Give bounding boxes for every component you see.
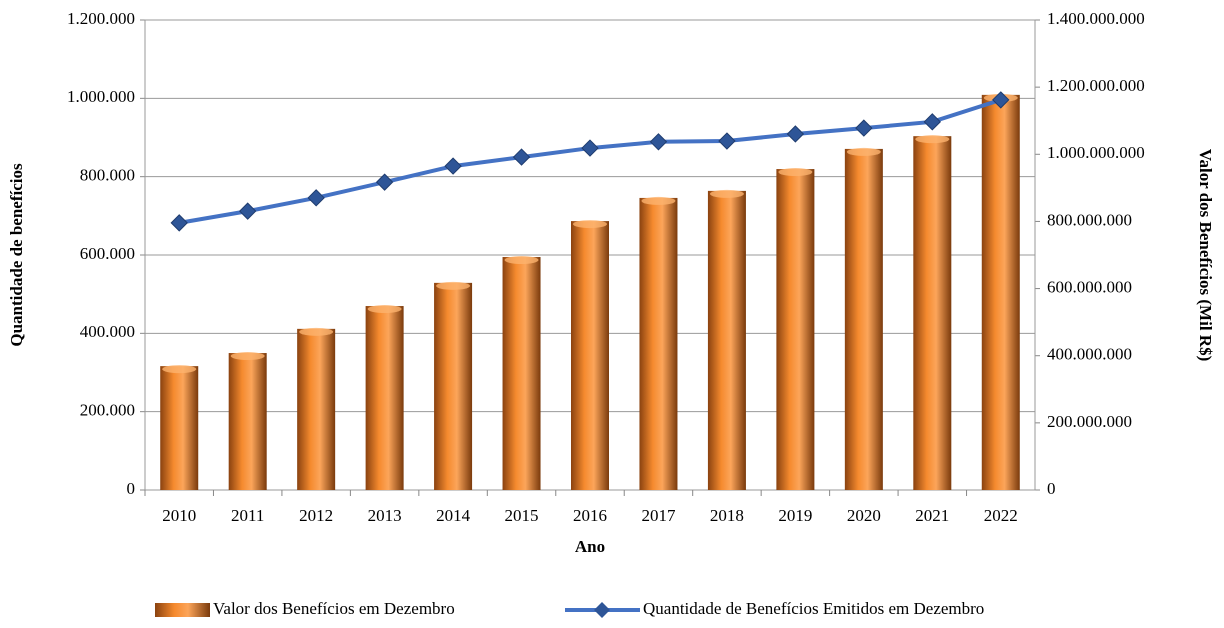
- y-axis-title: Quantidade de benefícios: [7, 163, 26, 347]
- x-tick-label: 2015: [505, 506, 539, 525]
- x-axis-title: Ano: [575, 537, 605, 556]
- y2-tick-label: 1.200.000.000: [1047, 76, 1145, 95]
- bar: [707, 190, 746, 490]
- bar-cap: [299, 327, 334, 336]
- bar-cap: [504, 256, 539, 265]
- bar-cap: [367, 305, 402, 314]
- y-tick-label: 1.000.000: [67, 87, 135, 106]
- marker: [992, 91, 1010, 109]
- bar-cap: [436, 281, 471, 290]
- y-tick-label: 200.000: [80, 401, 135, 420]
- bar-cap: [641, 196, 676, 205]
- legend-swatch: [155, 603, 210, 617]
- marker: [649, 133, 668, 151]
- marker: [923, 113, 942, 131]
- bar: [502, 257, 541, 490]
- legend-label: Quantidade de Benefícios Emitidos em Dez…: [643, 599, 984, 618]
- bar: [365, 306, 404, 490]
- legend-label: Valor dos Benefícios em Dezembro: [213, 599, 455, 618]
- x-tick-label: 2016: [573, 506, 607, 525]
- marker: [786, 125, 805, 143]
- x-tick-label: 2014: [436, 506, 471, 525]
- marker: [718, 132, 736, 150]
- marker: [512, 148, 531, 166]
- marker: [307, 189, 325, 207]
- x-tick-label: 2013: [368, 506, 402, 525]
- y2-tick-label: 1.400.000.000: [1047, 9, 1145, 28]
- y-tick-label: 0: [127, 479, 136, 498]
- bar: [297, 328, 336, 490]
- x-tick-label: 2018: [710, 506, 744, 525]
- bar-cap: [230, 352, 265, 361]
- bar-cap: [778, 168, 813, 177]
- y-tick-label: 400.000: [80, 322, 135, 341]
- marker: [170, 214, 188, 232]
- x-tick-label: 2021: [915, 506, 949, 525]
- marker: [238, 202, 257, 220]
- y2-axis-title: Valor dos Benefícios (Mil R$): [1196, 149, 1215, 362]
- x-tick-label: 2011: [231, 506, 264, 525]
- bar-cap: [846, 147, 881, 156]
- bar: [228, 353, 267, 490]
- x-tick-label: 2020: [847, 506, 881, 525]
- legend-marker: [594, 602, 610, 618]
- bar-cap: [915, 135, 950, 144]
- bar: [571, 221, 609, 491]
- bar: [844, 148, 883, 490]
- bar: [776, 169, 815, 491]
- x-tick-label: 2019: [778, 506, 812, 525]
- marker: [581, 139, 599, 157]
- bar: [981, 94, 1020, 490]
- y-tick-label: 1.200.000: [67, 9, 135, 28]
- y2-tick-label: 600.000.000: [1047, 277, 1132, 296]
- y-tick-label: 800.000: [80, 166, 135, 185]
- bar: [160, 366, 199, 490]
- marker: [375, 173, 394, 191]
- y2-tick-label: 200.000.000: [1047, 412, 1132, 431]
- x-tick-label: 2022: [984, 506, 1018, 525]
- x-tick-label: 2010: [162, 506, 196, 525]
- y2-tick-label: 400.000.000: [1047, 345, 1132, 364]
- bar-cap: [573, 220, 607, 229]
- y-tick-label: 600.000: [80, 244, 135, 263]
- bar: [913, 136, 952, 490]
- bar: [434, 282, 473, 490]
- x-tick-label: 2012: [299, 506, 333, 525]
- bar-cap: [709, 189, 744, 198]
- bar: [639, 197, 678, 490]
- x-tick-label: 2017: [641, 506, 676, 525]
- marker: [444, 157, 462, 175]
- bar-cap: [162, 365, 197, 374]
- y2-tick-label: 800.000.000: [1047, 210, 1132, 229]
- marker: [855, 119, 873, 137]
- y2-tick-label: 1.000.000.000: [1047, 143, 1145, 162]
- y2-tick-label: 0: [1047, 479, 1056, 498]
